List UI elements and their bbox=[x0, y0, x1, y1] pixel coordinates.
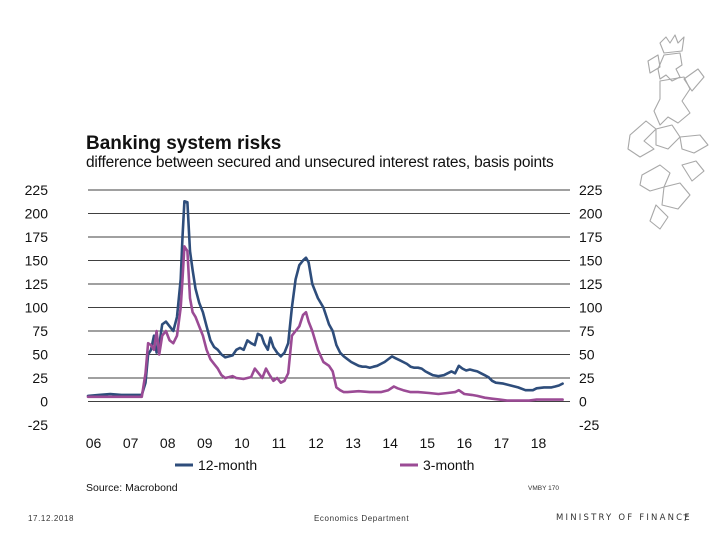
x-tick-label: 12 bbox=[308, 435, 324, 451]
y-tick-label-right: 0 bbox=[579, 394, 587, 410]
y-tick-label-right: -25 bbox=[579, 417, 599, 433]
y-tick-label-left: 25 bbox=[32, 370, 48, 386]
series-lines bbox=[86, 200, 564, 402]
y-tick-label-left: 50 bbox=[32, 347, 48, 363]
chart-title: Banking system risks bbox=[86, 133, 282, 154]
y-tick-label-right: 225 bbox=[579, 182, 603, 198]
y-tick-label-left: 75 bbox=[32, 323, 48, 339]
chart-subtitle: difference between secured and unsecured… bbox=[86, 154, 554, 171]
y-tick-label-left: 150 bbox=[25, 253, 49, 269]
x-tick-label: 15 bbox=[419, 435, 435, 451]
footer-department: Economics Department bbox=[314, 514, 410, 523]
y-axis-right: 225 200 175 150 125 100 75 50 25 0 -25 bbox=[579, 182, 603, 433]
y-axis-left: 225 200 175 150 125 100 75 50 25 0 -25 bbox=[25, 182, 49, 433]
y-tick-label-left: 125 bbox=[25, 276, 49, 292]
legend: 12-month 3-month bbox=[175, 457, 474, 473]
x-tick-label: 10 bbox=[234, 435, 250, 451]
y-tick-label-right: 200 bbox=[579, 206, 603, 222]
x-tick-label: 18 bbox=[531, 435, 547, 451]
chart-id: VMBY 170 bbox=[528, 485, 559, 492]
finnish-lion-coat-of-arms-icon bbox=[627, 34, 709, 230]
y-tick-label-right: 175 bbox=[579, 229, 603, 245]
y-tick-label-right: 75 bbox=[579, 323, 595, 339]
x-tick-label: 06 bbox=[86, 435, 102, 451]
y-tick-label-left: 200 bbox=[25, 206, 49, 222]
y-tick-label-left: 225 bbox=[25, 182, 49, 198]
page-number: 7 bbox=[683, 513, 689, 523]
x-axis: 06 07 08 09 10 11 12 13 14 15 16 17 18 bbox=[86, 435, 547, 451]
x-tick-label: 11 bbox=[272, 435, 287, 451]
source-note: Source: Macrobond bbox=[86, 482, 178, 494]
y-tick-label-left: 175 bbox=[25, 229, 49, 245]
footer-date: 17.12.2018 bbox=[28, 514, 75, 523]
gridlines bbox=[88, 189, 570, 402]
x-tick-label: 09 bbox=[197, 435, 213, 451]
legend-label: 12-month bbox=[198, 457, 257, 473]
series-line-12-month bbox=[86, 200, 564, 398]
legend-label: 3-month bbox=[423, 457, 474, 473]
x-tick-label: 16 bbox=[457, 435, 473, 451]
x-tick-label: 07 bbox=[123, 435, 139, 451]
x-tick-label: 13 bbox=[345, 435, 361, 451]
x-tick-label: 14 bbox=[382, 435, 398, 451]
y-tick-label-right: 125 bbox=[579, 276, 603, 292]
footer-organization: MINISTRY OF FINANCE bbox=[556, 513, 692, 523]
x-tick-label: 17 bbox=[494, 435, 510, 451]
y-tick-label-right: 150 bbox=[579, 253, 603, 269]
y-tick-label-left: 100 bbox=[25, 300, 49, 316]
y-tick-label-left: 0 bbox=[40, 394, 48, 410]
series-line-3-month bbox=[86, 245, 564, 402]
y-tick-label-left: -25 bbox=[28, 417, 48, 433]
y-tick-label-right: 50 bbox=[579, 347, 595, 363]
x-tick-label: 08 bbox=[160, 435, 176, 451]
y-tick-label-right: 100 bbox=[579, 300, 603, 316]
y-tick-label-right: 25 bbox=[579, 370, 595, 386]
